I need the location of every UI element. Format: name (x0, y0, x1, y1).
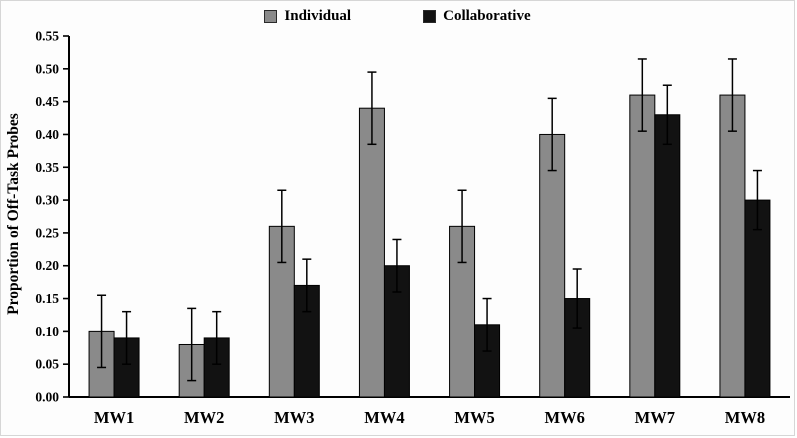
legend-item-individual: Individual (264, 8, 351, 25)
x-axis-category-label: MW1 (94, 408, 134, 427)
x-axis-category-label: MW3 (274, 408, 314, 427)
y-axis-tick-label: 0.05 (35, 357, 59, 372)
y-axis-tick-label: 0.00 (35, 390, 59, 405)
y-axis-tick-label: 0.15 (35, 291, 59, 306)
bar-mw8-individual (719, 94, 746, 398)
y-axis-tick-label: 0.35 (35, 160, 59, 175)
y-axis-tick-label: 0.30 (35, 193, 59, 208)
x-axis-category-label: MW6 (545, 408, 585, 427)
legend-swatch-collaborative (423, 9, 437, 23)
x-axis-category-label: MW2 (184, 408, 224, 427)
bar-mw8-collaborative (744, 199, 771, 398)
chart-legend: Individual Collaborative (1, 1, 794, 28)
x-axis-category-label: MW4 (364, 408, 404, 427)
legend-label-individual: Individual (284, 7, 352, 24)
bar-mw6-individual (539, 133, 566, 398)
x-axis-category-label: MW8 (725, 408, 765, 427)
legend-label-collaborative: Collaborative (443, 7, 531, 24)
y-axis-tick-label: 0.45 (35, 94, 59, 109)
y-axis-tick-label: 0.55 (35, 29, 59, 44)
bar-mw1-collaborative (113, 337, 140, 398)
bar-mw4-individual (358, 107, 385, 398)
y-axis-tick-label: 0.50 (35, 61, 59, 76)
y-axis-title: Proportion of Off-Task Probes (5, 113, 22, 315)
chart-plot-area: Proportion of Off-Task Probes 0.00 0.05 0.… (5, 29, 790, 427)
x-axis-category-label: MW5 (454, 408, 494, 427)
legend-item-collaborative: Collaborative (423, 8, 531, 25)
y-axis-tick-label: 0.25 (35, 225, 59, 240)
y-axis-tick-label: 0.20 (35, 258, 59, 273)
y-axis-tick-label: 0.40 (35, 127, 59, 142)
bar-mw7-collaborative (654, 114, 681, 398)
legend-swatch-individual (264, 9, 278, 23)
x-axis-category-label: MW7 (635, 408, 675, 427)
y-axis-tick-label: 0.10 (35, 324, 59, 339)
bar-mw7-individual (629, 94, 656, 398)
